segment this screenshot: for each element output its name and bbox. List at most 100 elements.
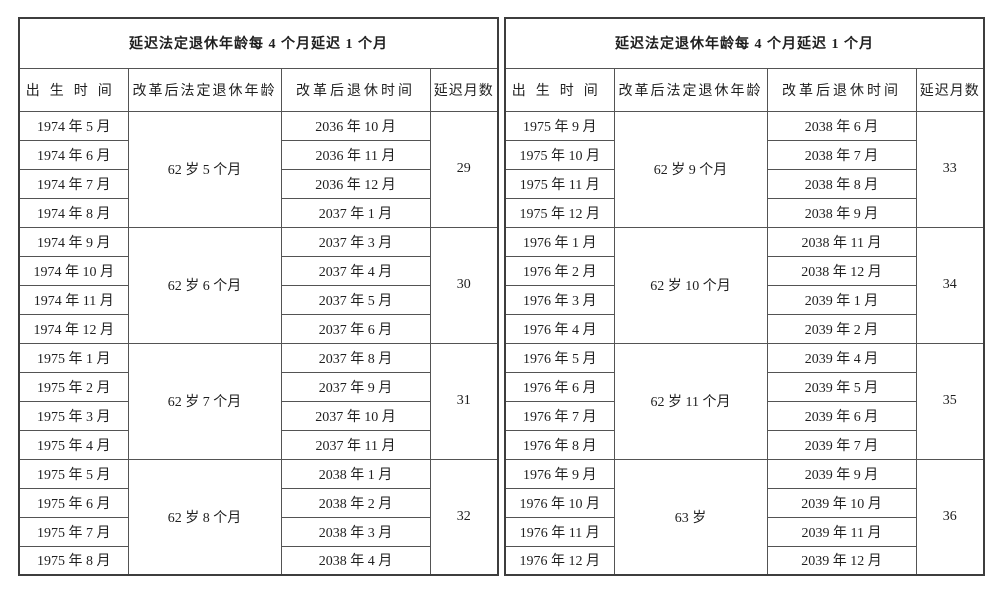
column-header: 改革后退休时间 [766,67,917,112]
delay-months-cell: 31 [429,342,499,460]
birth-month-cell: 1975 年 4 月 [18,429,129,460]
birth-month-cell: 1976 年 10 月 [504,487,615,518]
retire-month-cell: 2037 年 5 月 [280,284,431,315]
table-row: 1975 年 5 月 62 岁 8 个月 2038 年 1 月 32 [18,458,499,576]
birth-month-cell: 1974 年 10 月 [18,255,129,286]
birth-month-cell: 1974 年 5 月 [18,110,129,141]
retire-month-cell: 2038 年 1 月 [280,458,431,489]
birth-month-cell: 1976 年 12 月 [504,545,615,576]
table-row: 1975 年 11 月 2038 年 8 月 [504,168,984,199]
column-header: 出生时间 [504,67,615,112]
birth-month-cell: 1976 年 11 月 [504,516,615,547]
birth-month-cell: 1974 年 7 月 [18,168,129,199]
birth-month-cell: 1976 年 8 月 [504,429,615,460]
table-row: 1976 年 5 月 62 岁 11 个月 2039 年 4 月 35 [504,342,985,460]
birth-month-cell: 1975 年 3 月 [18,400,129,431]
retirement-age-cell: 62 岁 5 个月 [127,110,282,228]
retire-month-cell: 2039 年 7 月 [766,429,917,460]
birth-month-cell: 1976 年 7 月 [504,400,615,431]
retirement-age-cell: 62 岁 11 个月 [613,342,768,460]
retirement-age-cell: 62 岁 10 个月 [613,226,768,344]
birth-month-cell: 1975 年 12 月 [504,197,615,228]
birth-month-cell: 1975 年 8 月 [18,545,129,576]
birth-month-cell: 1975 年 9 月 [504,110,615,141]
retirement-table-left: 延迟法定退休年龄每 4 个月延迟 1 个月 出生时间 改革后法定退休年龄 改革后退休时… [18,17,499,576]
retire-month-cell: 2037 年 11 月 [280,429,431,460]
table-row: 1975 年 12 月 2038 年 9 月 [504,197,984,228]
birth-month-cell: 1974 年 12 月 [18,313,129,344]
retirement-age-cell: 62 岁 6 个月 [127,226,282,344]
table-row: 1975 年 6 月 2038 年 2 月 [18,487,498,518]
birth-month-cell: 1974 年 6 月 [18,139,129,170]
retire-month-cell: 2038 年 12 月 [766,255,917,286]
delay-months-cell: 35 [915,342,985,460]
retire-month-cell: 2037 年 10 月 [280,400,431,431]
table-row: 1974 年 7 月 2036 年 12 月 [18,168,498,199]
retirement-age-cell: 62 岁 9 个月 [613,110,768,228]
retire-month-cell: 2037 年 3 月 [280,226,431,257]
table-row: 1976 年 1 月 62 岁 10 个月 2038 年 11 月 34 [504,226,985,344]
retire-month-cell: 2039 年 4 月 [766,342,917,373]
retire-month-cell: 2038 年 11 月 [766,226,917,257]
table-row: 1974 年 5 月 62 岁 5 个月 2036 年 10 月 29 [18,110,499,228]
retire-month-cell: 2039 年 11 月 [766,516,917,547]
table-row: 1975 年 9 月 62 岁 9 个月 2038 年 6 月 33 [504,110,985,228]
retire-month-cell: 2036 年 12 月 [280,168,431,199]
birth-month-cell: 1976 年 4 月 [504,313,615,344]
retire-month-cell: 2038 年 2 月 [280,487,431,518]
birth-month-cell: 1975 年 6 月 [18,487,129,518]
birth-month-cell: 1976 年 5 月 [504,342,615,373]
retirement-age-cell: 62 岁 7 个月 [127,342,282,460]
delay-months-cell: 32 [429,458,499,576]
table-row: 1976 年 3 月 2039 年 1 月 [504,284,984,315]
retire-month-cell: 2038 年 9 月 [766,197,917,228]
retire-month-cell: 2039 年 2 月 [766,313,917,344]
birth-month-cell: 1976 年 6 月 [504,371,615,402]
table-row: 1976 年 2 月 2038 年 12 月 [504,255,984,286]
retire-month-cell: 2036 年 10 月 [280,110,431,141]
table-row: 1974 年 6 月 2036 年 11 月 [18,139,498,170]
retire-month-cell: 2038 年 6 月 [766,110,917,141]
birth-month-cell: 1975 年 7 月 [18,516,129,547]
retirement-schedule-page: 延迟法定退休年龄每 4 个月延迟 1 个月 出生时间 改革后法定退休年龄 改革后退休时… [18,17,985,576]
retire-month-cell: 2037 年 9 月 [280,371,431,402]
table-row: 1976 年 12 月 2039 年 12 月 [504,545,984,576]
retire-month-cell: 2038 年 8 月 [766,168,917,199]
birth-month-cell: 1975 年 1 月 [18,342,129,373]
column-header: 改革后法定退休年龄 [613,67,768,112]
birth-month-cell: 1975 年 5 月 [18,458,129,489]
table-row: 1974 年 9 月 62 岁 6 个月 2037 年 3 月 30 [18,226,499,344]
retire-month-cell: 2038 年 3 月 [280,516,431,547]
retire-month-cell: 2036 年 11 月 [280,139,431,170]
table-row: 1974 年 12 月 2037 年 6 月 [18,313,498,344]
tables-row: 延迟法定退休年龄每 4 个月延迟 1 个月 出生时间 改革后法定退休年龄 改革后退休时… [18,17,985,576]
retirement-table-right: 延迟法定退休年龄每 4 个月延迟 1 个月 出生时间 改革后法定退休年龄 改革后退休时… [504,17,985,576]
table-row: 1975 年 4 月 2037 年 11 月 [18,429,498,460]
column-header: 延迟月数 [429,67,499,112]
delay-months-cell: 36 [915,458,985,576]
birth-month-cell: 1976 年 3 月 [504,284,615,315]
birth-month-cell: 1974 年 8 月 [18,197,129,228]
delay-months-cell: 33 [915,110,985,228]
birth-month-cell: 1974 年 9 月 [18,226,129,257]
table-row: 1975 年 10 月 2038 年 7 月 [504,139,984,170]
birth-month-cell: 1976 年 2 月 [504,255,615,286]
retirement-age-cell: 63 岁 [613,458,768,576]
table-row: 1975 年 8 月 2038 年 4 月 [18,545,498,576]
birth-month-cell: 1975 年 11 月 [504,168,615,199]
table-row: 1976 年 11 月 2039 年 11 月 [504,516,984,547]
birth-month-cell: 1976 年 9 月 [504,458,615,489]
column-header: 改革后退休时间 [280,67,431,112]
retire-month-cell: 2038 年 4 月 [280,545,431,576]
delay-months-cell: 30 [429,226,499,344]
retire-month-cell: 2039 年 10 月 [766,487,917,518]
retire-month-cell: 2037 年 1 月 [280,197,431,228]
column-header: 延迟月数 [915,67,985,112]
table-row: 1975 年 2 月 2037 年 9 月 [18,371,498,402]
column-header: 改革后法定退休年龄 [127,67,282,112]
table-row: 1976 年 10 月 2039 年 10 月 [504,487,984,518]
retire-month-cell: 2039 年 12 月 [766,545,917,576]
table-row: 1974 年 10 月 2037 年 4 月 [18,255,498,286]
retire-month-cell: 2039 年 9 月 [766,458,917,489]
retire-month-cell: 2039 年 1 月 [766,284,917,315]
